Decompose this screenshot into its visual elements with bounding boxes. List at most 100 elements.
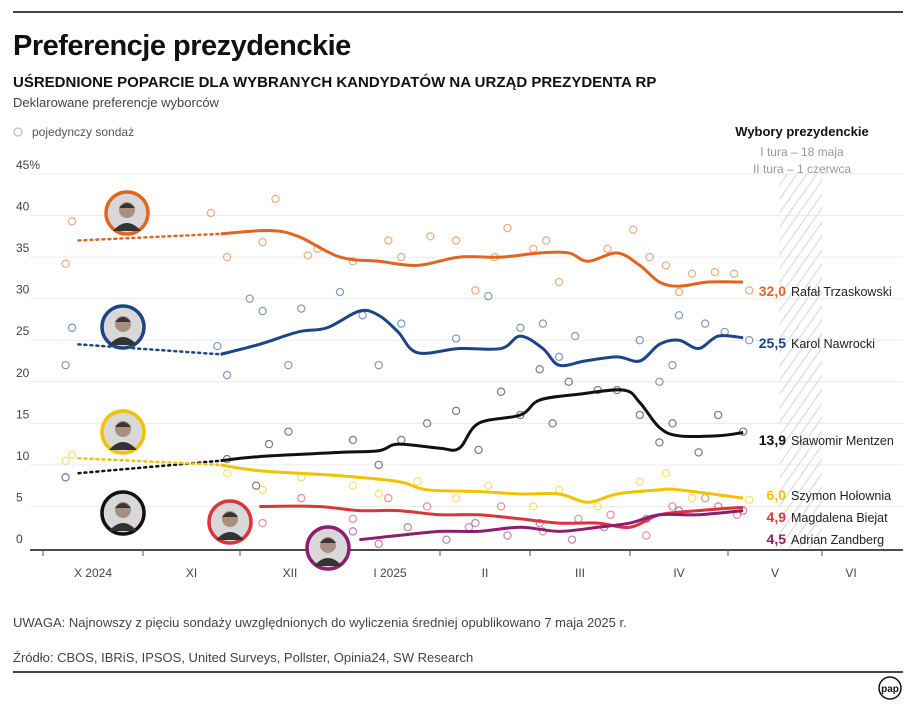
poll-legend-label: pojedynczy sondaż [32, 125, 134, 139]
poll-point [303, 251, 312, 260]
poll-point [397, 319, 406, 328]
poll-point [213, 341, 222, 351]
poll-point [635, 477, 645, 486]
poll-point [222, 469, 232, 478]
poll-point [335, 287, 345, 297]
poll-point [374, 539, 383, 549]
y-tick-label: 25 [16, 324, 30, 338]
poll-point [710, 267, 720, 277]
y-tick-label: 30 [16, 283, 30, 297]
poll-point [206, 208, 216, 218]
poll-point [674, 287, 684, 297]
poll-point [484, 291, 493, 301]
poll-point [61, 473, 70, 482]
series-label: 32,0 Rafał Trzaskowski [759, 283, 892, 299]
series-value-label: 13,9 [759, 432, 786, 448]
page-title: Preferencje prezydenckie [13, 30, 351, 62]
series-name-label: Sławomir Mentzen [791, 434, 894, 448]
trend-line-estimated [77, 343, 222, 356]
elections-round2: II tura – 1 czerwca [753, 162, 851, 176]
trend-line [220, 229, 744, 288]
poll-point [348, 527, 358, 536]
poll-point [442, 535, 451, 544]
series-name-label: Karol Nawrocki [791, 337, 875, 351]
poll-point [67, 323, 77, 332]
poll-point [264, 439, 274, 449]
poll-point [67, 450, 77, 460]
poll-point [655, 377, 664, 386]
poll-point [606, 510, 615, 519]
y-tick-label: 35 [16, 241, 30, 255]
series-label: 4,9 Magdalena Biejat [767, 509, 889, 525]
poll-point [258, 306, 267, 316]
x-tick-label: VI [845, 566, 856, 580]
poll-point [700, 319, 710, 328]
x-tick-label: II [482, 566, 489, 580]
series-label: 6,0 Szymon Hołownia [767, 487, 892, 503]
poll-point [451, 406, 461, 416]
poll-point [422, 502, 432, 511]
poll-point [548, 419, 557, 428]
poll-point [67, 217, 77, 226]
series-label: 13,9 Sławomir Mentzen [759, 432, 894, 448]
poll-point [426, 232, 435, 241]
series-label: 4,5 Adrian Zandberg [767, 531, 885, 547]
poll-point [668, 419, 677, 428]
elections-round1: I tura – 18 maja [760, 145, 844, 159]
poll-point [348, 481, 358, 490]
poll-point [413, 477, 422, 486]
poll-point [554, 352, 564, 362]
poll-point [397, 252, 406, 262]
poll-point [374, 460, 383, 470]
x-tick-label: XII [283, 566, 298, 580]
series-value-label: 4,9 [767, 509, 787, 525]
poll-point [284, 427, 293, 436]
poll-point [714, 410, 723, 420]
poll-point [496, 387, 506, 396]
x-tick-label: X 2024 [74, 566, 112, 580]
y-tick-label: 45% [16, 158, 40, 172]
trend-line-estimated [77, 456, 222, 467]
poll-point [535, 365, 544, 374]
poll-point [245, 294, 254, 303]
poll-point [635, 410, 645, 420]
trend-line-estimated [77, 459, 222, 475]
poll-legend-marker [13, 127, 23, 137]
poll-point [297, 493, 306, 503]
poll-point [474, 445, 483, 455]
candidate-photo-mentzen [100, 490, 146, 536]
poll-point [538, 319, 548, 328]
poll-point [374, 360, 383, 370]
poll-point [496, 502, 506, 511]
poll-point [258, 518, 267, 528]
svg-text:pap: pap [881, 684, 899, 695]
series-value-label: 4,5 [767, 531, 787, 547]
series-name-label: Magdalena Biejat [791, 511, 888, 525]
x-tick-label: V [771, 566, 779, 580]
poll-point [61, 259, 70, 268]
series-value-label: 25,5 [759, 335, 786, 351]
subtitle: UŚREDNIONE POPARCIE DLA WYBRANYCH KANDYD… [13, 73, 656, 91]
poll-point [635, 336, 645, 345]
poll-point [661, 261, 671, 270]
poll-point [745, 495, 754, 504]
candidate-photo-biejat [207, 499, 253, 545]
poll-point [541, 236, 551, 245]
x-tick-label: XI [186, 566, 197, 580]
candidate-photo-nawrocki [100, 304, 146, 350]
poll-point [694, 448, 703, 457]
poll-point [403, 523, 412, 532]
candidate-photo-zandberg [305, 525, 351, 571]
poll-point [297, 304, 306, 313]
poll-point [645, 252, 654, 262]
poll-point [674, 311, 684, 320]
poll-point [567, 535, 577, 544]
poll-point [258, 485, 267, 495]
poll-point [745, 286, 754, 295]
source: Źródło: CBOS, IBRiS, IPSOS, United Surve… [13, 650, 473, 665]
poll-point [603, 244, 612, 253]
poll-point [258, 237, 267, 247]
series-value-label: 6,0 [767, 487, 787, 503]
x-tick-label: IV [673, 566, 684, 580]
